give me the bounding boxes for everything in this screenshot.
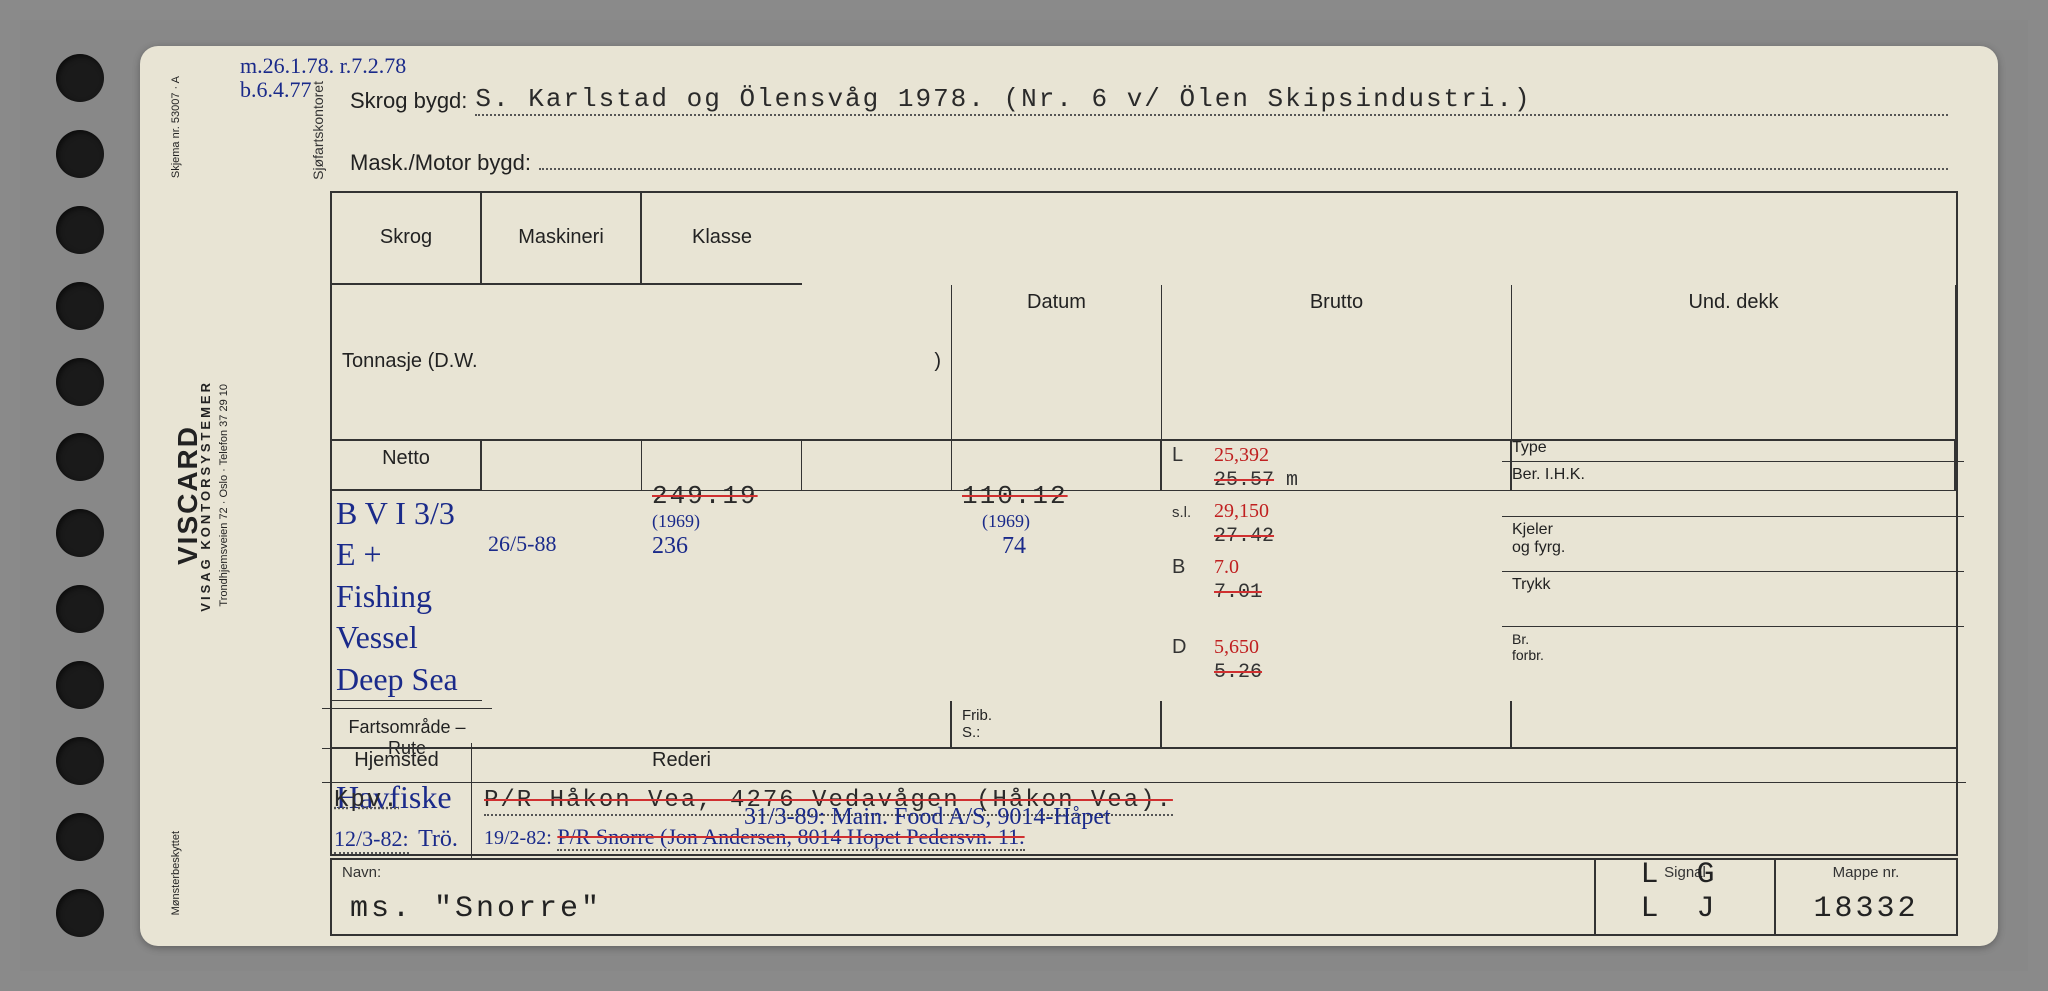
skrog-bygd-label: Skrog bygd: (350, 88, 467, 114)
br-forbr-cell: Br. forbr. (1502, 627, 1964, 677)
rederi-row2-date: 19/2-82: (484, 827, 552, 849)
hole (56, 813, 104, 861)
maskineri-body: Type Ber. I.H.K. Kjeler og fyrg. Trykk B… (1512, 441, 1956, 491)
und-dekk-header: Und. dekk (1512, 285, 1956, 441)
L-hand: 25,392 (1214, 444, 1269, 466)
kjeler-label: Kjeler og fyrg. (1512, 521, 1565, 556)
type-label: Type (1512, 439, 1547, 456)
netto-cell: 110.12 (1969) 74 (952, 441, 1162, 491)
L-old: 25.57 (1214, 469, 1274, 492)
klasse-header: Klasse (642, 193, 802, 285)
L-unit: m (1286, 469, 1298, 492)
skjema-number: Skjema nr. 53007 · A (170, 76, 182, 178)
tonn-spacer (332, 701, 952, 749)
mappe-value: 18332 (1813, 892, 1918, 926)
hole (56, 661, 104, 709)
navn-cell: Navn: ms. "Snorre" (332, 860, 1596, 934)
navn-label: Navn: (342, 864, 381, 881)
rederi-values: P/R Håkon Vea, 4276 Vedavågen (Håkon Vea… (472, 783, 1966, 860)
sl-old: 27.42 (1214, 525, 1274, 548)
footer-row: Navn: ms. "Snorre" Signal L G L J Mappe … (330, 858, 1958, 936)
klasse-body: B V I 3/3 E + Fishing Vessel Deep Sea Fa… (332, 491, 482, 701)
brutto-old: 249.19 (652, 481, 758, 511)
header-fields: Skrog bygd: S. Karlstad og Ölensvåg 1978… (350, 86, 1948, 204)
brutto-new: 236 (652, 533, 688, 560)
hjemsted-rederi-block: Hjemsted Rederi Kpv. 12/3-82: Trö. P/R H… (332, 749, 1956, 854)
trykk-label: Trykk (1512, 576, 1551, 593)
netto-note: (1969) (982, 511, 1030, 532)
hole (56, 889, 104, 937)
hand-date-1: m.26.1.78. r.7.2.78 (240, 54, 406, 78)
datum-header: Datum (952, 285, 1162, 441)
maskineri-spacer (1162, 701, 1512, 749)
skrog-bygd-field: Skrog bygd: S. Karlstad og Ölensvåg 1978… (350, 86, 1948, 118)
hjemsted-values: Kpv. 12/3-82: Trö. (322, 783, 472, 860)
brutto-cell: 249.19 (1969) 236 (642, 441, 802, 491)
hjemsted-header: Hjemsted (322, 743, 472, 783)
main-table: Tonnasje (D.W. ) Skrog Maskineri Klasse … (330, 191, 1958, 856)
rederi-label: Rederi (652, 749, 711, 771)
netto-new: 74 (1002, 533, 1026, 560)
hjem-row1: Kpv. (334, 787, 459, 814)
ber-cell: Ber. I.H.K. (1502, 462, 1964, 517)
frib-cell: Frib. S.: (952, 701, 1162, 749)
br-forbr-label: Br. forbr. (1512, 631, 1544, 663)
scan-background: Skjema nr. 53007 · A Mønsterbeskyttet VI… (20, 20, 2028, 971)
type-cell: Type (1502, 435, 1964, 462)
monster-label: Mønsterbeskyttet (170, 831, 182, 915)
B-old: 7.01 (1214, 581, 1262, 604)
mask-motor-value (539, 146, 1948, 170)
klasse-line2: Deep Sea (336, 659, 478, 701)
hole (56, 433, 104, 481)
mask-motor-label: Mask./Motor bygd: (350, 150, 531, 176)
klasse-line1: B V I 3/3 E + Fishing Vessel (336, 493, 478, 659)
hole (56, 737, 104, 785)
brutto-note: (1969) (652, 511, 700, 532)
binder-holes (20, 20, 140, 971)
klasse-text-cell: B V I 3/3 E + Fishing Vessel Deep Sea (322, 485, 492, 710)
hole (56, 206, 104, 254)
mask-motor-field: Mask./Motor bygd: (350, 146, 1948, 176)
hole (56, 282, 104, 330)
netto-old: 110.12 (962, 481, 1068, 511)
klasse-spacer (1512, 701, 1956, 749)
rederi-row2-overwrite: 31/3-89: Main. Food A/S, 9014-Håpet (744, 804, 1111, 831)
maskineri-header: Maskineri (482, 193, 642, 285)
hole (56, 130, 104, 178)
netto-header: Netto (332, 441, 482, 491)
kjeler-cell: Kjeler og fyrg. (1502, 517, 1964, 572)
mappe-cell: Mappe nr. 18332 (1776, 860, 1956, 934)
datum-cell: 26/5-88 (482, 441, 642, 491)
signal-value: L G L J (1641, 858, 1730, 926)
hjem-row2-date: 12/3-82: (334, 826, 409, 854)
sjofartskontoret-label: Sjøfartskontoret (310, 81, 326, 180)
trykk-cell: Trykk (1502, 572, 1964, 627)
und-dekk-cell (802, 441, 952, 491)
hole (56, 54, 104, 102)
brutto-header: Brutto (1162, 285, 1512, 441)
frib-label: Frib. S.: (962, 707, 992, 741)
skrog-header: Skrog (332, 193, 482, 285)
skrog-bygd-value: S. Karlstad og Ölensvåg 1978. (Nr. 6 v/ … (475, 84, 1948, 116)
tonnasje-header: Tonnasje (D.W. ) (332, 285, 952, 441)
signal-cell: Signal L G L J (1596, 860, 1776, 934)
ber-label: Ber. I.H.K. (1512, 466, 1585, 483)
card-content: m.26.1.78. r.7.2.78 b.6.4.77 Sjøfartskon… (210, 56, 1978, 936)
hjem-row2: Trö. (418, 826, 458, 852)
tonnasje-close: ) (934, 350, 941, 373)
tonnasje-label: Tonnasje (D.W. (342, 350, 478, 373)
datum-value: 26/5-88 (488, 531, 556, 557)
sl-hand: 29,150 (1214, 500, 1269, 522)
index-card: Skjema nr. 53007 · A Mønsterbeskyttet VI… (140, 46, 1998, 946)
hole (56, 509, 104, 557)
mappe-label: Mappe nr. (1833, 864, 1900, 881)
D-old: 5.26 (1214, 661, 1262, 684)
navn-value: ms. "Snorre" (350, 892, 602, 926)
hole (56, 358, 104, 406)
B-hand: 7.0 (1214, 556, 1239, 578)
rederi-header: Rederi (472, 743, 1966, 783)
skrog-dims-cell: L 25,392 25.57 m s.l. 29,150 27.42 (1162, 441, 1512, 491)
D-hand: 5,650 (1214, 636, 1259, 658)
hole (56, 585, 104, 633)
